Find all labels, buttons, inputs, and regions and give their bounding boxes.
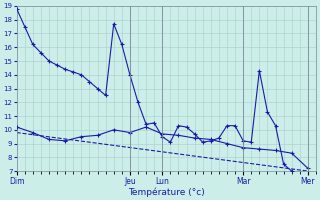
X-axis label: Température (°c): Température (°c) xyxy=(128,187,205,197)
